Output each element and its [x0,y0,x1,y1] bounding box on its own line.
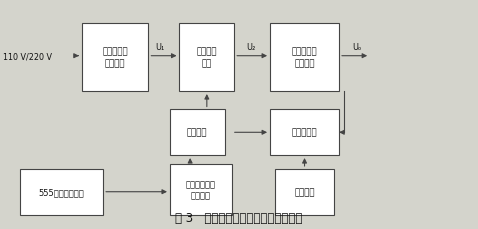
Bar [275,169,334,215]
Text: 功率开关
电路: 功率开关 电路 [196,47,217,68]
Bar [82,23,149,92]
Text: U₁: U₁ [155,43,164,52]
Bar [170,110,225,155]
Text: 基准电压: 基准电压 [294,187,315,196]
Text: Uₒ: Uₒ [353,43,362,52]
Text: 输入、整流
滤波电路: 输入、整流 滤波电路 [292,47,317,68]
Bar [270,23,339,92]
Bar [170,165,232,215]
Text: 开关脉冲形成
控制电路: 开关脉冲形成 控制电路 [186,179,216,200]
Bar [270,110,339,155]
Text: 图 3   带扩频时钟的开关电源原理框图: 图 3 带扩频时钟的开关电源原理框图 [175,211,303,224]
Bar [20,169,103,215]
Text: 频率调制: 频率调制 [187,128,207,137]
Text: U₂: U₂ [246,43,256,52]
Text: 输入、整流
滤波电路: 输入、整流 滤波电路 [102,47,128,68]
Text: 110 V/220 V: 110 V/220 V [3,52,52,61]
Text: 555调制信号生成: 555调制信号生成 [39,187,84,196]
Text: 收样、比较: 收样、比较 [292,128,317,137]
Bar [179,23,234,92]
